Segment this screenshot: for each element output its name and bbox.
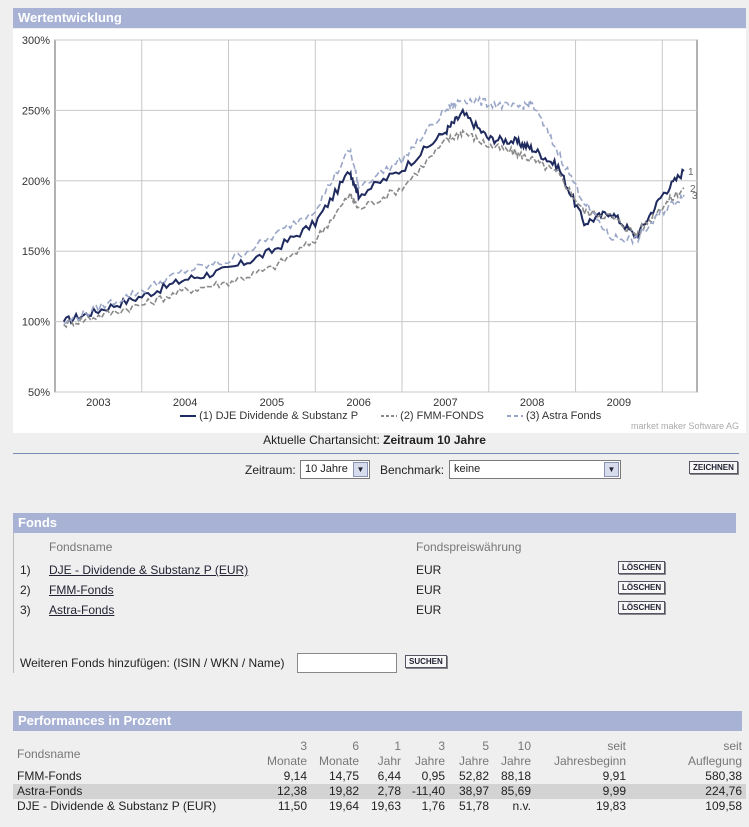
table-row: Astra-Fonds 12,38 19,82 2,78 -11,40 38,97 85,6… — [13, 784, 746, 799]
x-tick-label: 2007 — [433, 397, 457, 409]
legend-item-2: (2) FMM-FONDS — [381, 410, 484, 422]
chart-legend: (1) DJE Dividende & Substanz P (2) FMM-F… — [180, 410, 621, 422]
x-tick-label: 2006 — [346, 397, 370, 409]
series-end-label: 1 — [688, 167, 694, 178]
fund-currency: EUR — [416, 563, 442, 577]
add-fund-label: Weiteren Fonds hinzufügen: (ISIN / WKN /… — [20, 656, 285, 670]
benchmark-label: Benchmark: — [380, 463, 445, 477]
series-end-label: 2 — [690, 184, 696, 195]
y-tick-label: 200% — [22, 176, 50, 188]
fund-currency: EUR — [416, 583, 442, 597]
plot-frame — [54, 39, 698, 393]
y-tick-label: 250% — [22, 105, 50, 117]
fund-number: 2) — [20, 583, 31, 597]
zeitraum-select[interactable]: 10 Jahre ▼ — [300, 460, 370, 479]
y-tick-label: 300% — [22, 35, 50, 47]
x-tick-label: 2004 — [173, 397, 197, 409]
zeitraum-label: Zeitraum: — [245, 463, 296, 477]
fund-link[interactable]: FMM-Fonds — [49, 583, 114, 597]
table-row: FMM-Fonds 9,14 14,75 6,44 0,95 52,82 88,18 9,91… — [17, 769, 742, 783]
performance-section-header: Performances in Prozent — [13, 711, 742, 731]
performance-section-title: Performances in Prozent — [18, 713, 172, 728]
fonds-col-currency: Fondspreiswährung — [416, 540, 522, 554]
table-row: DJE - Dividende & Substanz P (EUR) 11,50 1… — [17, 799, 742, 813]
x-tick-label: 2005 — [260, 397, 284, 409]
legend-item-1: (1) DJE Dividende & Substanz P — [180, 410, 359, 422]
search-button[interactable]: SUCHEN — [405, 655, 447, 668]
series-line-3 — [63, 95, 685, 324]
fund-number: 3) — [20, 603, 31, 617]
chart-section-header: Wertentwicklung — [13, 8, 746, 28]
fonds-col-name: Fondsname — [49, 540, 113, 554]
fonds-section-header: Fonds — [13, 513, 736, 533]
y-tick-label: 50% — [28, 387, 50, 399]
y-tick-label: 150% — [22, 246, 50, 258]
chevron-down-icon: ▼ — [604, 462, 619, 477]
divider — [13, 453, 739, 454]
chart-area: 300% 250% 200% 150% 100% 50% 2003 2004 2005 2006 2… — [13, 29, 746, 433]
performance-chart: 300% 250% 200% 150% 100% 50% 2003 2004 2005 2006 2… — [22, 35, 698, 409]
y-tick-label: 100% — [22, 317, 50, 329]
fund-link[interactable]: DJE - Dividende & Substanz P (EUR) — [49, 563, 249, 577]
chart-credit: market maker Software AG — [630, 421, 739, 431]
delete-fund-button[interactable]: LÖSCHEN — [618, 601, 666, 614]
delete-fund-button[interactable]: LÖSCHEN — [618, 561, 666, 574]
add-fund-input[interactable] — [297, 653, 397, 673]
draw-button[interactable]: ZEICHNEN — [689, 461, 738, 474]
fund-currency: EUR — [416, 603, 442, 617]
chart-caption-value: Zeitraum 10 Jahre — [383, 433, 486, 447]
fonds-section-title: Fonds — [18, 515, 57, 530]
x-tick-label: 2003 — [86, 397, 110, 409]
chart-caption: Aktuelle Chartansicht: Zeitraum 10 Jahre — [263, 433, 486, 447]
fund-number: 1) — [20, 563, 31, 577]
legend-item-3: (3) Astra Fonds — [506, 410, 602, 422]
x-tick-label: 2009 — [607, 397, 631, 409]
delete-fund-button[interactable]: LÖSCHEN — [618, 581, 666, 594]
chevron-down-icon: ▼ — [353, 462, 368, 477]
benchmark-select[interactable]: keine ▼ — [449, 460, 621, 479]
x-tick-label: 2008 — [520, 397, 544, 409]
series-end-label: 3 — [692, 191, 698, 202]
fonds-border — [13, 533, 14, 673]
performance-header-row: Fondsname Monate Monate Jahr Jahre Jahre Ja… — [17, 747, 742, 768]
chart-section-title: Wertentwicklung — [18, 10, 122, 25]
fund-link[interactable]: Astra-Fonds — [49, 603, 115, 617]
